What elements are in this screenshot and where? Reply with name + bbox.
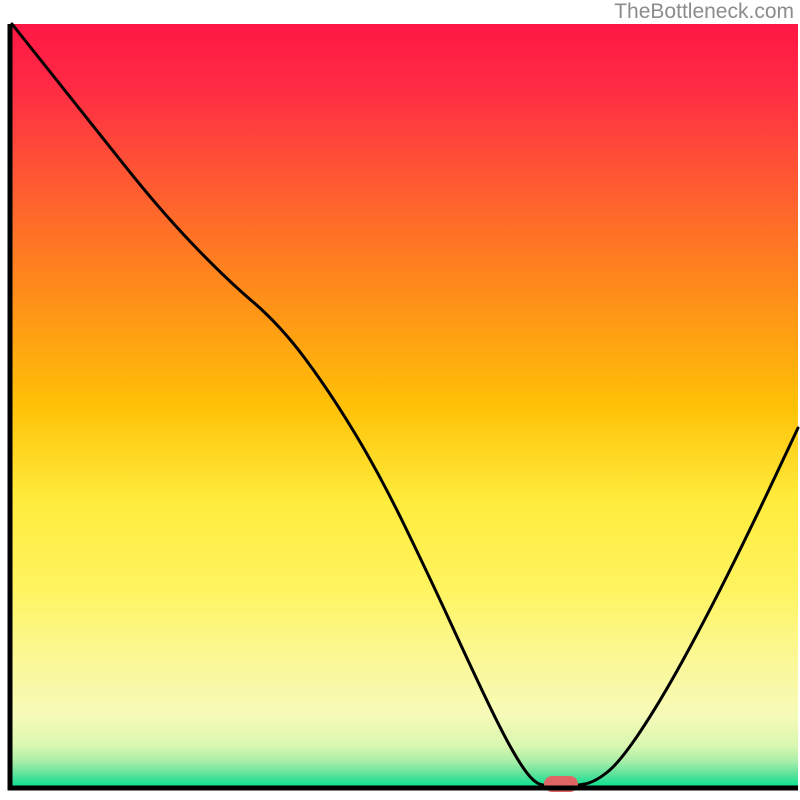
bottleneck-chart: TheBottleneck.com <box>0 0 800 800</box>
gradient-background <box>10 24 798 788</box>
chart-svg <box>0 0 800 800</box>
attribution-text: TheBottleneck.com <box>614 0 794 24</box>
